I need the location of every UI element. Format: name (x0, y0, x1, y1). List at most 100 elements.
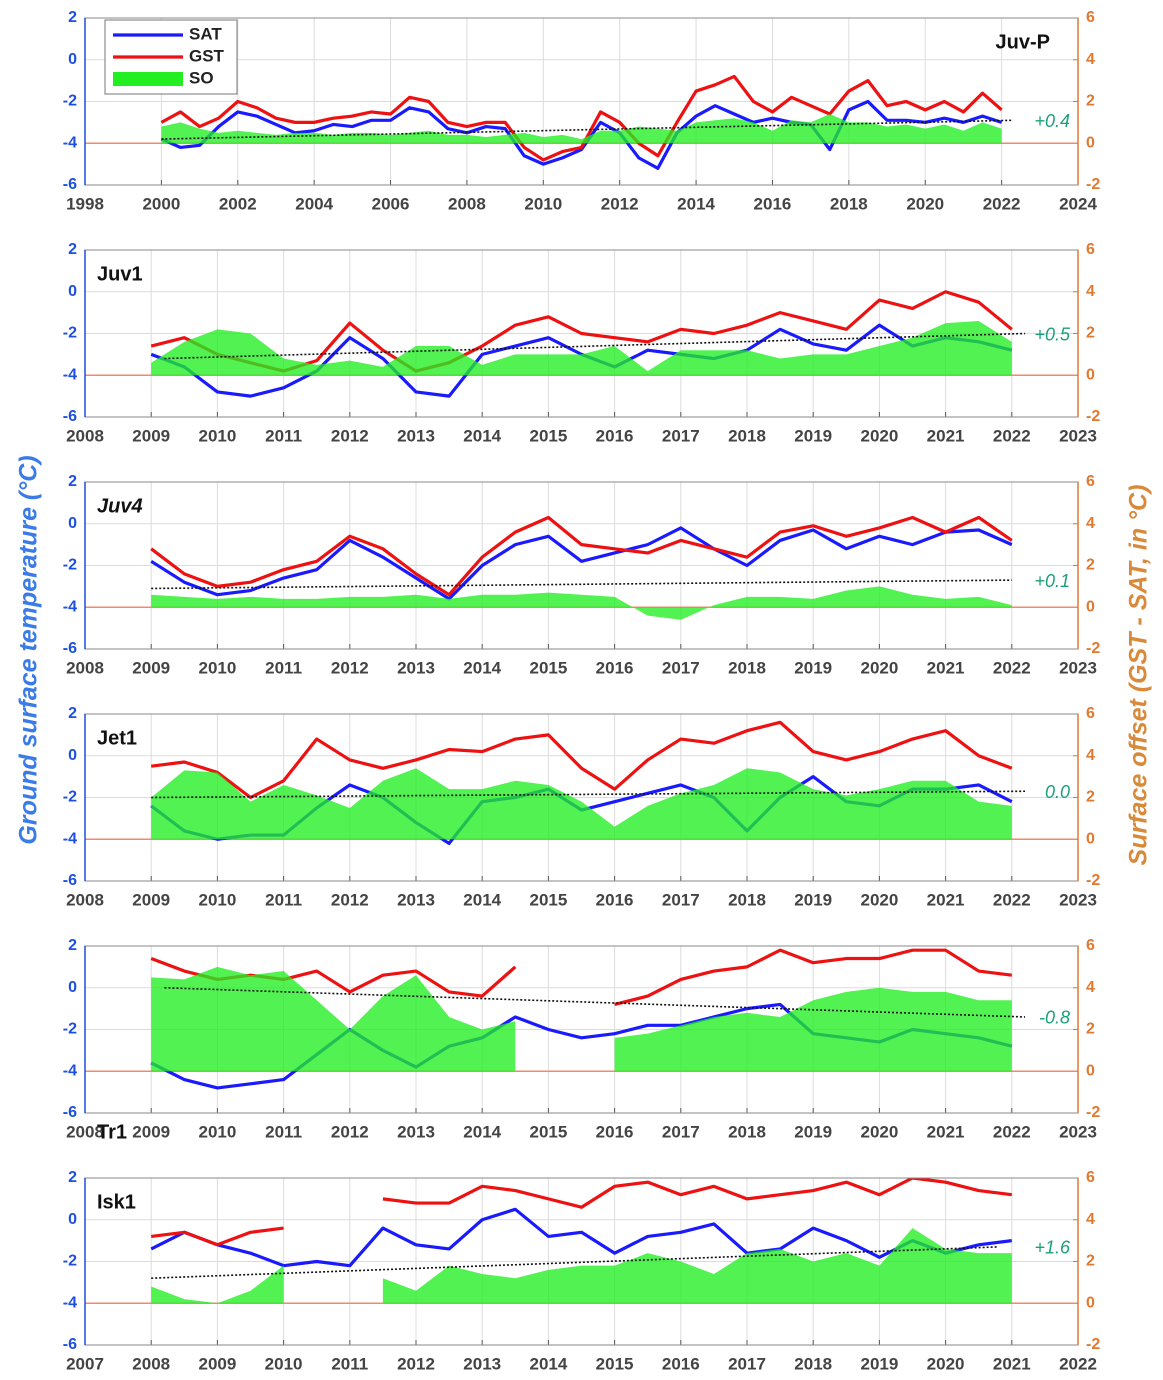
x-tick-label: 2010 (265, 1354, 303, 1373)
x-tick-label: 2020 (860, 1122, 898, 1141)
x-tick-label: 2021 (993, 1354, 1031, 1373)
x-tick-label: 2010 (198, 426, 236, 445)
plot-area (150, 290, 1026, 398)
y2-tick-label: 6 (1086, 1169, 1095, 1186)
x-tick-label: 2008 (66, 658, 104, 677)
x-tick-label: 2020 (906, 194, 944, 213)
panel-label: Juv4 (97, 495, 143, 517)
y2-axis-label: Surface offset (GST - SAT, in °C) (1125, 485, 1153, 866)
y-tick-label: -2 (63, 1253, 77, 1270)
x-tick-label: 2017 (728, 1354, 766, 1373)
y2-tick-label: 0 (1086, 366, 1095, 383)
y-tick-label: 0 (68, 51, 77, 68)
y-tick-label: -2 (63, 325, 77, 342)
x-tick-label: 2018 (830, 194, 868, 213)
y2-tick-label: 4 (1086, 283, 1095, 300)
y-tick-label: -4 (63, 830, 77, 847)
y2-tick-label: 6 (1086, 473, 1095, 490)
x-tick-label: 2023 (1059, 1122, 1097, 1141)
x-tick-label: 2016 (596, 658, 634, 677)
x-tick-label: 2006 (372, 194, 410, 213)
x-tick-label: 2000 (142, 194, 180, 213)
trend-line (151, 579, 1012, 590)
legend-label: SO (189, 68, 214, 87)
y2-tick-label: -2 (1086, 176, 1100, 193)
y2-tick-label: 0 (1086, 598, 1095, 615)
y-tick-label: -6 (63, 872, 77, 889)
panel: 2008 2009 2010 2011 2012 2013 2014 2015 2016 2017… (63, 473, 1101, 677)
trend-annotation: +0.5 (1034, 324, 1071, 344)
x-tick-label: 2015 (529, 890, 567, 909)
y2-tick-label: 2 (1086, 93, 1095, 110)
x-tick-label: 2011 (265, 890, 302, 909)
y-tick-label: 2 (68, 937, 77, 954)
x-tick-label: 2019 (794, 658, 832, 677)
x-tick-label: 2017 (662, 426, 700, 445)
plot-area (150, 515, 1013, 620)
x-tick-label: 2016 (596, 426, 634, 445)
offset-area (151, 1228, 1012, 1304)
x-tick-label: 2023 (1059, 658, 1097, 677)
panel-label: Tr1 (97, 1121, 127, 1143)
x-tick-label: 2020 (860, 426, 898, 445)
plot-area (150, 948, 1026, 1090)
trend-line (164, 332, 1026, 360)
y-tick-label: 2 (68, 1169, 77, 1186)
x-tick-label: 2010 (524, 194, 562, 213)
offset-area (151, 966, 1012, 1072)
y2-tick-label: 4 (1086, 51, 1095, 68)
y2-tick-label: 4 (1086, 747, 1095, 764)
panel: 1998 2000 2002 2004 2006 2008 2010 2012 2014 2016… (63, 9, 1101, 213)
y-tick-label: -6 (63, 1336, 77, 1353)
y-tick-label: 0 (68, 515, 77, 532)
x-tick-label: 2017 (662, 890, 700, 909)
y-tick-label: -4 (63, 1294, 77, 1311)
x-tick-label: 2014 (677, 194, 715, 213)
x-tick-label: 2012 (331, 658, 369, 677)
x-tick-label: 2016 (754, 194, 792, 213)
x-tick-label: 2018 (728, 1122, 766, 1141)
x-tick-label: 2011 (265, 1122, 302, 1141)
y-tick-label: -4 (63, 366, 77, 383)
x-tick-label: 2013 (463, 1354, 501, 1373)
y-tick-label: -4 (63, 1062, 77, 1079)
trend-line (151, 790, 1026, 799)
y2-tick-label: 0 (1086, 1294, 1095, 1311)
x-tick-label: 2021 (927, 890, 965, 909)
x-tick-label: 2015 (529, 658, 567, 677)
temperature-line (160, 74, 1003, 162)
x-tick-label: 2013 (397, 1122, 435, 1141)
trend-annotation: 0.0 (1045, 782, 1070, 802)
x-tick-label: 2008 (66, 890, 104, 909)
y2-tick-label: 2 (1086, 1021, 1095, 1038)
y-tick-label: -2 (63, 1021, 77, 1038)
y2-tick-label: 2 (1086, 1253, 1095, 1270)
x-tick-label: 2011 (265, 658, 302, 677)
legend-label: SAT (189, 24, 222, 43)
x-tick-label: 2008 (132, 1354, 170, 1373)
x-tick-label: 2020 (860, 658, 898, 677)
x-tick-label: 2022 (993, 1122, 1031, 1141)
x-tick-label: 2021 (927, 426, 965, 445)
plot-area (160, 74, 1014, 170)
x-tick-label: 2013 (397, 426, 435, 445)
x-tick-label: 2018 (728, 426, 766, 445)
y-tick-label: 0 (68, 283, 77, 300)
x-tick-label: 2022 (993, 890, 1031, 909)
y-tick-label: -2 (63, 93, 77, 110)
offset-area (151, 586, 1012, 620)
y2-tick-label: 0 (1086, 830, 1095, 847)
trend-line (161, 119, 1014, 140)
x-tick-label: 2012 (331, 1122, 369, 1141)
x-tick-label: 2010 (198, 658, 236, 677)
y-tick-label: -4 (63, 598, 77, 615)
x-tick-label: 2007 (66, 1354, 104, 1373)
x-tick-label: 2008 (448, 194, 486, 213)
y2-tick-label: -2 (1086, 1336, 1100, 1353)
y-tick-label: 0 (68, 1211, 77, 1228)
y-axis-label: Ground surface temperature (°C) (15, 455, 43, 844)
y2-tick-label: -2 (1086, 1104, 1100, 1121)
x-tick-label: 1998 (66, 194, 104, 213)
x-tick-label: 2021 (927, 658, 965, 677)
y2-tick-label: 2 (1086, 789, 1095, 806)
